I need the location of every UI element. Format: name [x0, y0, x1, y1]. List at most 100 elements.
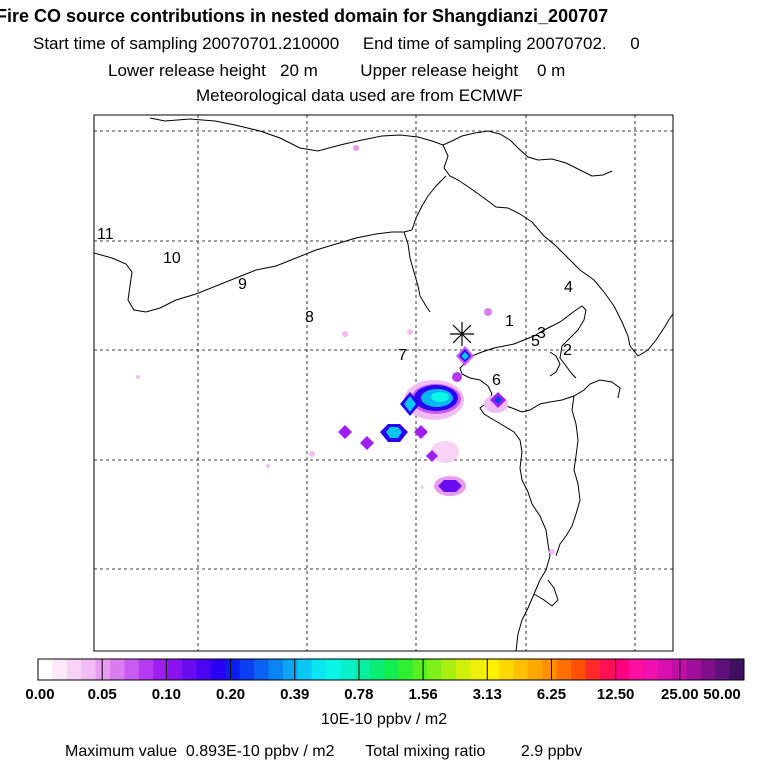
colorbar-cell [66, 659, 82, 680]
colorbar-cell [38, 659, 53, 680]
colorbar-cell [110, 659, 125, 680]
colorbar-tick-label: 3.13 [473, 686, 502, 703]
contribution-spot [386, 427, 402, 438]
colorbar-tick-labels: 0.00 0.05 0.10 0.20 0.39 0.78 1.56 3.13 6.25 12.5… [25, 686, 740, 703]
contribution-spot [549, 549, 555, 555]
plot-title: Fire CO source contributions in nested d… [0, 6, 609, 26]
colorbar-cell [340, 659, 356, 680]
colorbar-cell [196, 659, 212, 680]
asterisk-stroke [452, 324, 472, 344]
region-label-9: 9 [238, 276, 247, 293]
colorbar-cell [239, 659, 255, 680]
colorbar-cell [254, 659, 270, 680]
contribution-spot [484, 308, 492, 316]
region-label-1: 1 [505, 313, 514, 330]
colorbar-tick-label: 6.25 [537, 686, 566, 703]
contribution-spot [431, 441, 459, 463]
contribution-spot [360, 436, 374, 450]
colorbar [38, 659, 745, 680]
asterisk-icon [450, 322, 474, 346]
region-label-4: 4 [564, 279, 573, 296]
colorbar-cell [95, 659, 111, 680]
boundaries [94, 117, 673, 651]
border-line [411, 175, 447, 231]
colorbar-cell [167, 659, 183, 680]
colorbar-cell [542, 659, 558, 680]
colorbar-cell [81, 659, 97, 680]
colorbar-cell [614, 659, 630, 680]
colorbar-cell [297, 659, 313, 680]
contribution-spot [407, 329, 413, 335]
colorbar-cell [484, 659, 500, 680]
contribution-spot [353, 145, 359, 151]
border-line [403, 231, 431, 313]
colorbar-cell [412, 659, 428, 680]
coastline [589, 379, 621, 399]
colorbar-cell [138, 659, 154, 680]
contribution-spot [342, 331, 348, 337]
coastline [555, 395, 581, 557]
colorbar-tick-label: 0.00 [25, 686, 54, 703]
contribution-spot [414, 425, 428, 439]
region-label-2: 2 [563, 342, 572, 359]
colorbar-cell [585, 659, 601, 680]
contribution-spot [461, 352, 469, 360]
colorbar-cell [729, 659, 745, 680]
region-label-3: 3 [537, 325, 546, 342]
colorbar-cell [686, 659, 702, 680]
region-labels: 11 10 9 8 7 1 4 3 5 2 6 [97, 226, 573, 389]
region-label-11: 11 [97, 226, 114, 243]
colorbar-tick-label: 50.00 [703, 686, 741, 703]
contribution-spot [426, 450, 438, 462]
contribution-field [136, 145, 555, 555]
colorbar-tick-label: 0.05 [88, 686, 117, 703]
contribution-spot [338, 425, 352, 439]
contribution-spot [494, 396, 502, 404]
region-label-10: 10 [163, 250, 181, 267]
colorbar-cell [311, 659, 327, 680]
colorbar-cell [499, 659, 514, 680]
colorbar-cell [441, 659, 457, 680]
contribution-spot [309, 451, 315, 457]
release-height-line: Lower release height 20 m Upper release … [108, 61, 566, 80]
colorbar-cell [513, 659, 529, 680]
colorbar-cell [628, 659, 644, 680]
colorbar-unit: 10E-10 ppbv / m2 [321, 711, 447, 728]
colorbar-cell [52, 659, 68, 680]
coastline [471, 305, 587, 379]
colorbar-tick-label: 0.39 [280, 686, 309, 703]
coastline [549, 351, 561, 377]
coastline [533, 579, 559, 607]
colorbar-tick-label: 0.20 [216, 686, 245, 703]
colorbar-cell [326, 659, 342, 680]
region-label-8: 8 [305, 309, 314, 326]
map-frame [93, 114, 674, 652]
colorbar-tick-label: 12.50 [597, 686, 635, 703]
border-line [94, 229, 413, 313]
contribution-spot [438, 480, 462, 492]
colorbar-cell [268, 659, 284, 680]
region-label-6: 6 [492, 372, 501, 389]
colorbar-cell [455, 659, 471, 680]
meteorology-source-line: Meteorological data used are from ECMWF [196, 86, 523, 105]
colorbar-cell [153, 659, 169, 680]
contribution-spot [431, 392, 449, 402]
colorbar-cell [599, 659, 615, 680]
contribution-spot [136, 375, 140, 379]
sampling-time-line: Start time of sampling 20070701.210000 E… [33, 34, 640, 53]
contribution-spot [420, 485, 424, 489]
colorbar-cell [527, 659, 543, 680]
colorbar-cell [571, 659, 587, 680]
colorbar-cell [700, 659, 716, 680]
contribution-spot [404, 396, 416, 412]
colorbar-cell [427, 659, 442, 680]
contribution-spot [452, 372, 462, 382]
region-label-5: 5 [531, 333, 540, 350]
colorbar-ticks [37, 659, 745, 680]
colorbar-cell [383, 659, 399, 680]
colorbar-tick-label: 0.10 [152, 686, 181, 703]
colorbar-cell [282, 659, 298, 680]
colorbar-cell [657, 659, 673, 680]
colorbar-cell [643, 659, 659, 680]
colorbar-cell [556, 659, 572, 680]
